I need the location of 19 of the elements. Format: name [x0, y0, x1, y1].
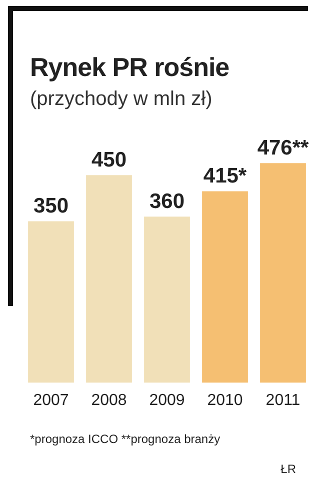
data-label: 450 — [91, 148, 127, 172]
data-label: 476** — [257, 136, 310, 160]
x-tick-label: 2011 — [266, 392, 300, 409]
chart-subtitle: (przychody w mln zł) — [30, 88, 212, 111]
x-tick-label: 2009 — [149, 392, 185, 409]
x-tick-label: 2008 — [91, 392, 127, 409]
bar — [86, 175, 132, 383]
bar — [144, 216, 190, 383]
data-label: 360 — [149, 190, 185, 213]
bar — [202, 191, 248, 383]
text: *prognoza ICCO **prognoza branży — [30, 432, 220, 446]
text: ŁR — [280, 462, 296, 476]
chart-title: Rynek PR rośnie — [30, 52, 230, 83]
data-label: 415* — [203, 164, 248, 188]
data-label: 350 — [33, 194, 69, 218]
x-tick-label: 2007 — [33, 392, 69, 409]
bar — [260, 163, 306, 383]
bar — [28, 221, 74, 383]
x-tick-label: 2010 — [207, 392, 243, 409]
